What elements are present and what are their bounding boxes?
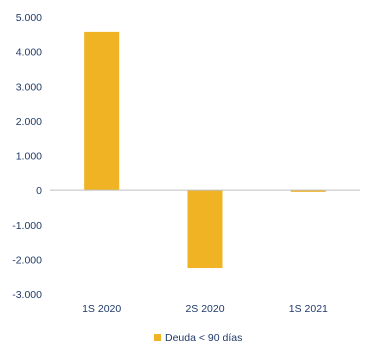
bar <box>84 31 120 191</box>
bar-group <box>84 31 326 269</box>
y-tick-label: 2.000 <box>16 116 42 128</box>
x-axis: 1S 2020 2S 2020 1S 2021 <box>82 303 328 315</box>
x-tick-label: 1S 2020 <box>82 303 121 315</box>
bar <box>187 190 223 269</box>
x-tick-label: 2S 2020 <box>185 303 224 315</box>
legend: Deuda < 90 días <box>154 332 242 344</box>
y-tick-label: -3.000 <box>12 289 42 301</box>
y-tick-label: -1.000 <box>12 220 42 232</box>
legend-label: Deuda < 90 días <box>165 332 242 344</box>
y-tick-label: 4.000 <box>16 47 42 59</box>
y-tick-label: -2.000 <box>12 254 42 266</box>
y-tick-label: 1.000 <box>16 151 42 163</box>
bar <box>290 190 326 192</box>
y-axis: 5.000 4.000 3.000 2.000 1.000 0 -1.000 -2.000 -3… <box>12 12 42 301</box>
x-tick-label: 1S 2021 <box>289 303 328 315</box>
y-tick-label: 5.000 <box>16 12 42 24</box>
legend-swatch <box>154 334 161 341</box>
y-tick-label: 0 <box>36 185 42 197</box>
y-tick-label: 3.000 <box>16 81 42 93</box>
